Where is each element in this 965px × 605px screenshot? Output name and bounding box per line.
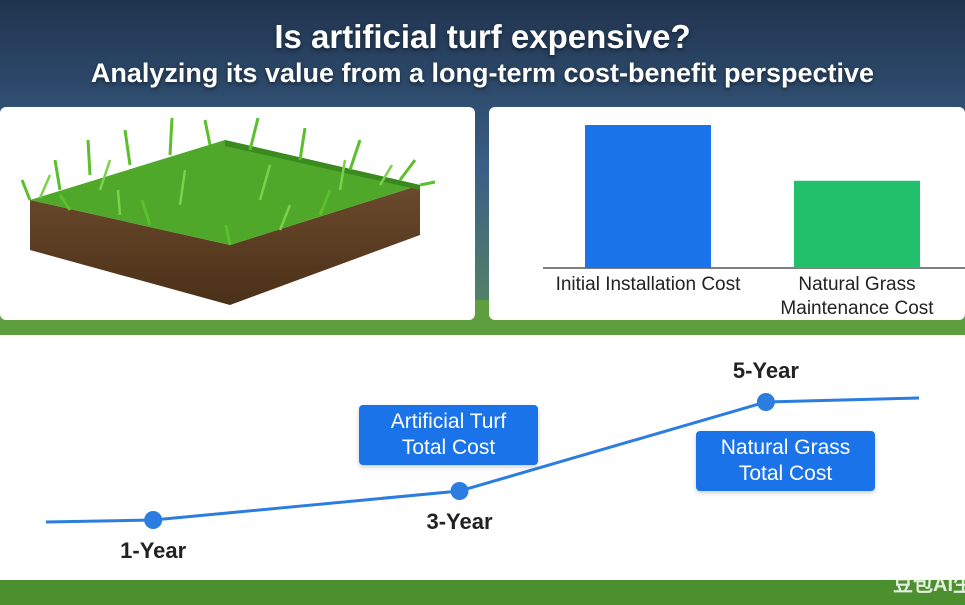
- bar: [794, 180, 920, 268]
- turf-illustration: [20, 117, 436, 305]
- point: [756, 393, 775, 411]
- point-label: 3-Year: [426, 509, 493, 534]
- point: [144, 511, 163, 529]
- point: [450, 482, 469, 500]
- x-tick-label: Initial Installation Cost: [555, 274, 741, 295]
- x-tick-label: Natural Grass Maintenance Cost: [780, 274, 934, 319]
- title: Is artificial turf expensive?: [274, 18, 691, 55]
- annotation: Artificial Turf Total Cost: [359, 405, 538, 465]
- bar: [585, 125, 711, 268]
- point-label: 5-Year: [732, 358, 799, 383]
- annotation: Natural Grass Total Cost: [696, 431, 875, 491]
- point-label: 1-Year: [120, 538, 187, 563]
- watermark: 豆包AI生: [893, 574, 965, 596]
- subtitle: Analyzing its value from a long-term cos…: [90, 58, 875, 88]
